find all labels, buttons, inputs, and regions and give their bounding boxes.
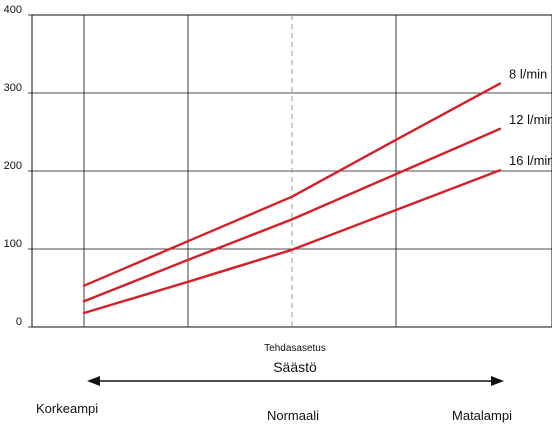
series-line-1 bbox=[82, 127, 502, 303]
range-arrow-right-head bbox=[491, 376, 504, 386]
y-tick-label-0: 0 bbox=[16, 316, 22, 328]
plot-area: 0 100 200 300 400 8 l/min 12 l/min 16 l/min bbox=[4, 4, 552, 328]
y-tick-label-4: 400 bbox=[4, 4, 22, 16]
y-axis-ticks: 0 100 200 300 400 bbox=[4, 4, 32, 328]
category-label-korkeampi: Korkeampi bbox=[36, 401, 98, 416]
series-label-2: 16 l/min bbox=[509, 153, 552, 168]
y-tick-label-1: 100 bbox=[4, 238, 22, 250]
series-labels: 8 l/min 12 l/min 16 l/min bbox=[509, 67, 552, 169]
y-tick-label-3: 300 bbox=[4, 82, 22, 94]
series-label-0: 8 l/min bbox=[509, 67, 547, 82]
range-arrow bbox=[87, 376, 504, 386]
factory-setting-label: Tehdasasetus bbox=[264, 343, 326, 354]
series-line-0 bbox=[82, 82, 502, 287]
series-lines bbox=[82, 82, 502, 315]
range-label: Säästö bbox=[273, 359, 317, 375]
category-label-normaali: Normaali bbox=[267, 408, 319, 423]
series-line-2 bbox=[82, 168, 502, 315]
category-label-matalampi: Matalampi bbox=[452, 408, 512, 423]
series-label-1: 12 l/min bbox=[509, 112, 552, 127]
range-arrow-left-head bbox=[87, 376, 100, 386]
y-tick-label-2: 200 bbox=[4, 160, 22, 172]
